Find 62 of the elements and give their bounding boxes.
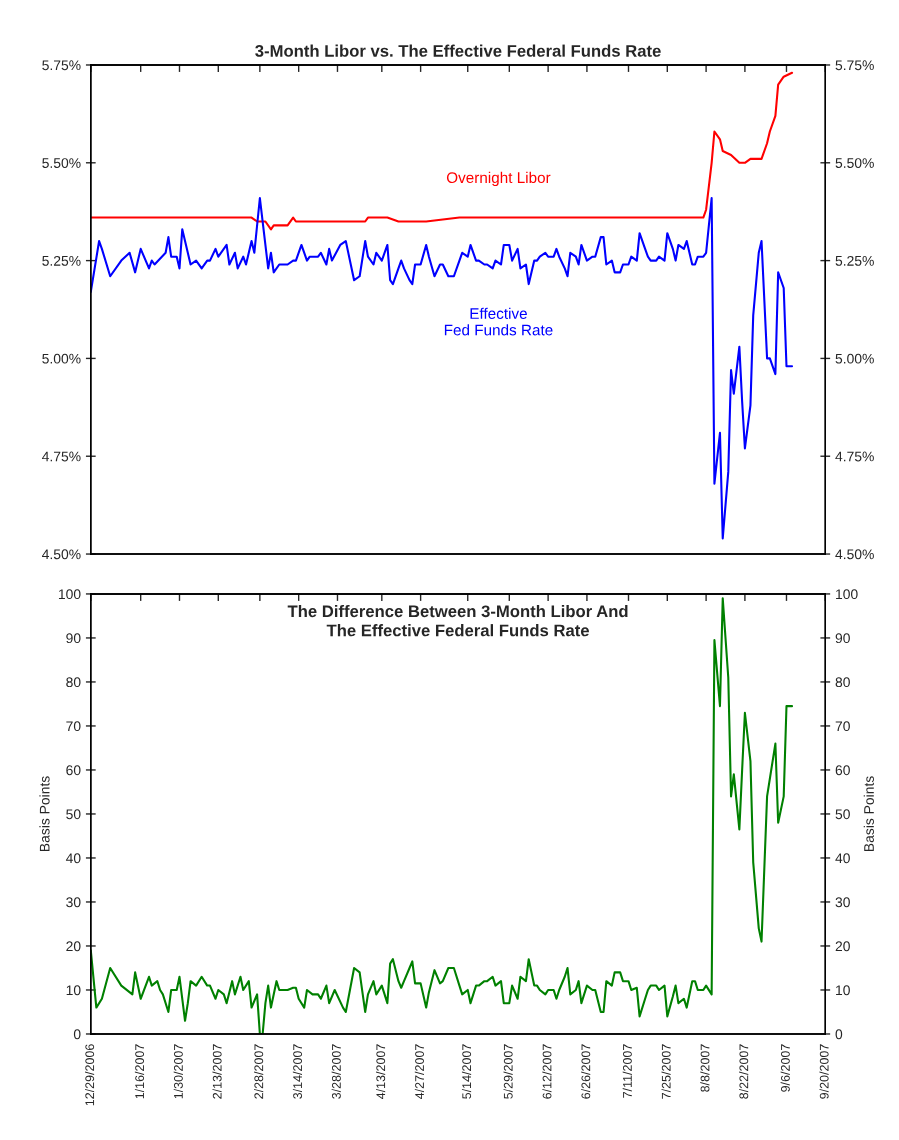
y2-axis-title: Basis Points: [863, 776, 874, 852]
y-tick-label: 20: [66, 941, 81, 952]
x-tick-label: 6/26/2007: [581, 1044, 591, 1099]
y2-tick-label: 80: [835, 677, 850, 688]
y-tick-label: 5.25%: [42, 255, 81, 266]
y2-tick-label: 4.50%: [835, 549, 874, 560]
y-tick-label: 4.75%: [42, 451, 81, 462]
y2-tick-label: 5.25%: [835, 255, 874, 266]
x-tick-label: 8/8/2007: [700, 1044, 710, 1092]
line-series: [90, 597, 794, 1034]
y2-tick-label: 100: [836, 589, 858, 600]
y2-tick-label: 10: [836, 985, 850, 996]
y-tick-label: 60: [66, 765, 81, 776]
text: Effective Fed Funds Rate: [444, 307, 553, 336]
x-tick-label: 3/28/2007: [331, 1044, 341, 1099]
x-tick-label: 8/22/2007: [739, 1044, 749, 1099]
y2-tick-label: 20: [835, 941, 850, 952]
y2-tick-label: 5.75%: [835, 60, 874, 71]
y-tick-label: 10: [66, 985, 81, 996]
y-tick-label: 5.50%: [42, 158, 81, 168]
y2-tick-label: 50: [835, 809, 850, 820]
y-tick-label: 30: [66, 897, 81, 908]
text: The Difference Between 3-Month Libor And The Effective Federal Funds Rate: [287, 604, 628, 637]
x-tick-label: 1/30/2007: [173, 1044, 183, 1099]
x-tick-label: 4/13/2007: [375, 1044, 386, 1100]
y-tick-label: 80: [66, 677, 81, 688]
x-tick-label: 9/20/2007: [819, 1044, 829, 1099]
y-tick-label: 50: [66, 809, 81, 820]
y-tick-label: 70: [66, 721, 81, 732]
y2-tick-label: 5.50%: [835, 158, 874, 168]
y-tick-label: 40: [65, 853, 81, 864]
x-tick-label: 1/16/2007: [134, 1044, 145, 1099]
line-series: [90, 196, 794, 540]
y2-tick-label: 90: [835, 633, 850, 644]
y2-tick-label: 5.00%: [835, 353, 874, 364]
y-tick-label: 5.00%: [42, 353, 81, 364]
y-tick-label: 5.75%: [42, 60, 81, 71]
y-tick-label: 4.50%: [42, 549, 81, 560]
x-tick-label: 2/13/2007: [212, 1044, 222, 1099]
y2-tick-label: 70: [835, 721, 850, 732]
x-tick-label: 5/14/2007: [461, 1044, 472, 1099]
x-tick-label: 6/12/2007: [542, 1044, 552, 1099]
x-tick-label: 4/27/2007: [414, 1044, 424, 1100]
y-tick-label: 90: [66, 633, 81, 644]
y-tick-label: 100: [58, 589, 81, 600]
x-tick-label: 9/6/2007: [780, 1044, 790, 1092]
x-tick-label: 12/29/2006: [84, 1044, 95, 1106]
x-tick-label: 2/28/2007: [254, 1044, 264, 1099]
y2-tick-label: 60: [835, 765, 850, 776]
chart-title: 3-Month Libor vs. The Effective Federal Funds Rate: [255, 44, 661, 57]
y2-tick-label: 30: [835, 897, 850, 908]
y-axis-title: Basis Points: [39, 776, 50, 852]
text: Overnight Libor: [446, 171, 551, 187]
y2-tick-label: 40: [835, 853, 850, 864]
y2-tick-label: 4.75%: [835, 451, 874, 462]
x-tick-label: 5/29/2007: [503, 1044, 513, 1099]
x-tick-label: 7/25/2007: [661, 1044, 671, 1099]
y-tick-label: 0: [73, 1029, 81, 1040]
x-tick-label: 3/14/2007: [292, 1044, 303, 1099]
line-series: [90, 71, 794, 231]
y2-tick-label: 0: [835, 1029, 843, 1040]
x-tick-label: 7/11/2007: [622, 1044, 632, 1098]
